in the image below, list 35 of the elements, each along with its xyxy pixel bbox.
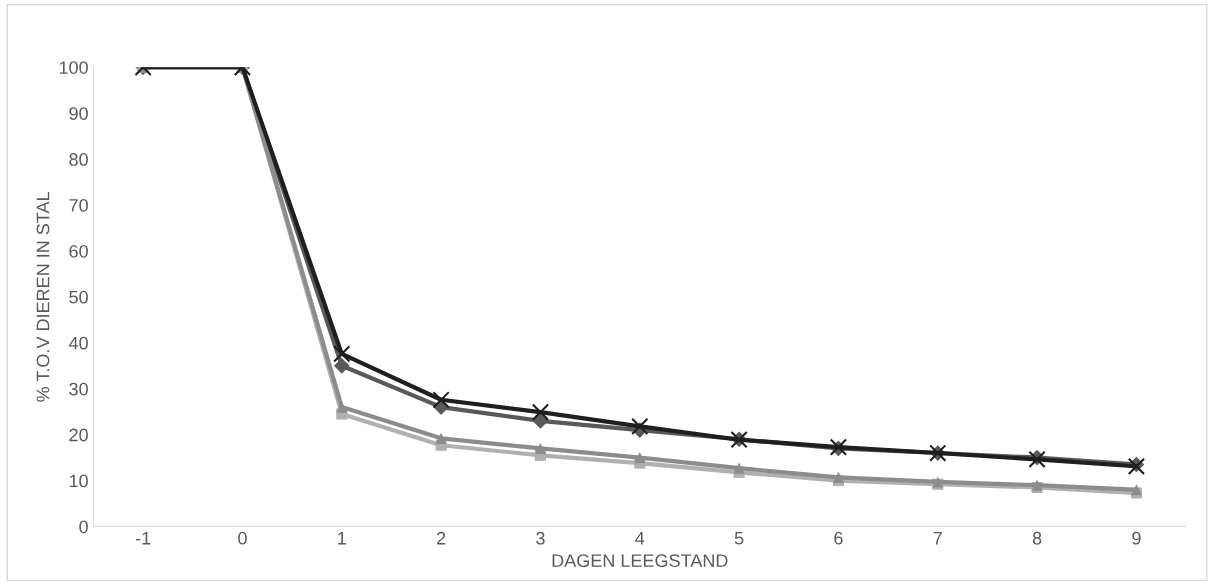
point	[432, 391, 450, 409]
x-tick-label: 8	[1032, 531, 1042, 545]
x-tick-label: 6	[834, 531, 843, 545]
x-tick-label: 0	[238, 531, 247, 545]
point	[531, 403, 550, 421]
point	[333, 345, 351, 363]
y-tick-label: 30	[69, 382, 88, 396]
point	[534, 442, 547, 454]
x-tick-label: 5	[734, 532, 744, 545]
y-tick-label: 100	[59, 61, 88, 74]
point	[631, 417, 649, 436]
point	[733, 462, 745, 474]
y-tick-label: 70	[69, 198, 88, 212]
point	[832, 471, 844, 483]
y-tick-label: 90	[69, 107, 88, 120]
x-tick-label: 4	[635, 532, 645, 545]
y-tick-label: 10	[69, 474, 88, 488]
x-axis-title: DAGEN LEEGSTAND	[552, 554, 728, 568]
x-tick-label: 1	[338, 532, 346, 545]
x-tick-label: 7	[933, 532, 942, 545]
y-tick-label: 80	[69, 153, 88, 166]
x-tick-label: 2	[437, 531, 446, 545]
y-tick-label: 50	[69, 290, 88, 304]
y-tick-label: 0	[79, 520, 88, 534]
x-tick-label: 9	[1132, 531, 1141, 545]
point	[336, 401, 348, 413]
y-axis-title: % T.O.V DIEREN IN STAL	[36, 191, 50, 402]
y-tick-label: 20	[69, 428, 88, 442]
y-tick-label: 40	[68, 336, 88, 350]
point	[333, 357, 350, 374]
x-tick-label: 3	[536, 531, 545, 545]
point	[435, 432, 447, 444]
point	[532, 413, 549, 429]
y-tick-label: 60	[69, 244, 88, 258]
x-tick-label: -1	[135, 532, 151, 545]
